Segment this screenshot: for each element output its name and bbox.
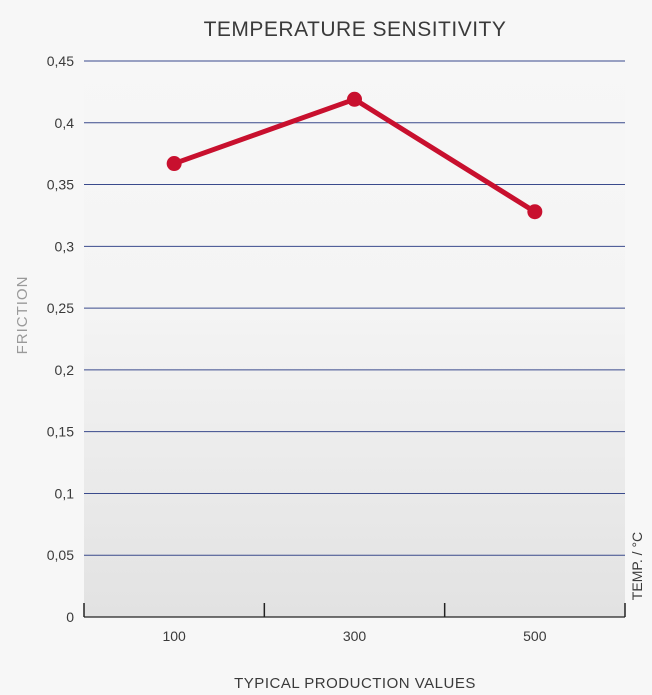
y-tick-label: 0,45 bbox=[47, 53, 74, 69]
y-axis-title: FRICTION bbox=[14, 276, 31, 355]
x-tick-label: 300 bbox=[343, 628, 367, 644]
x-axis-tick-marks bbox=[83, 603, 626, 617]
y-tick-label: 0,35 bbox=[47, 177, 74, 193]
data-point bbox=[166, 156, 182, 172]
plot-area bbox=[84, 61, 625, 617]
y-tick-labels: 0 0,05 0,1 0,15 0,2 0,25 0,3 0,35 0,4 0,45 bbox=[47, 53, 74, 625]
y-tick-label: 0,3 bbox=[55, 238, 75, 254]
y-tick-label: 0,1 bbox=[55, 485, 75, 501]
data-points bbox=[166, 91, 543, 220]
y-tick-label: 0,15 bbox=[47, 424, 74, 440]
chart-title: TEMPERATURE SENSITIVITY bbox=[204, 18, 507, 41]
x-tick-label: 500 bbox=[523, 628, 547, 644]
y-tick-label: 0 bbox=[66, 609, 74, 625]
x-tick-label: 100 bbox=[162, 628, 186, 644]
x-unit-label: TEMP. / °C bbox=[629, 532, 645, 600]
y-tick-label: 0,25 bbox=[47, 300, 74, 316]
y-tick-label: 0,2 bbox=[55, 362, 75, 378]
y-tick-label: 0,4 bbox=[55, 115, 75, 131]
y-tick-label: 0,05 bbox=[47, 547, 74, 563]
x-axis-title: TYPICAL PRODUCTION VALUES bbox=[234, 675, 476, 692]
data-point bbox=[347, 91, 362, 107]
data-point bbox=[527, 204, 543, 220]
x-tick-labels: 100 300 500 bbox=[162, 628, 546, 644]
grid-lines bbox=[84, 60, 625, 556]
